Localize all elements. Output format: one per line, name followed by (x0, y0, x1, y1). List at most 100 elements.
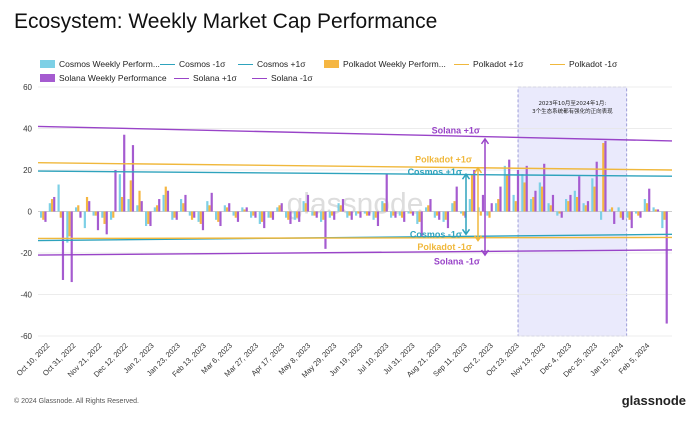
bar-solana-weekly-performance (245, 207, 248, 212)
bar-polkadot-weekly-performance (435, 211, 439, 216)
y-tick-label: -60 (20, 332, 32, 341)
bar-polkadot-weekly-performance (260, 211, 264, 222)
arrow-head-down (473, 235, 483, 242)
bar-polkadot-weekly-performance (444, 211, 447, 220)
bar-cosmos-weekly-performance (538, 182, 541, 212)
bar-polkadot-weekly-performance (322, 211, 325, 220)
legend-item-cosmos-minus[interactable]: Cosmos -1σ (160, 59, 238, 69)
bar-cosmos-weekly-performance (635, 211, 638, 214)
legend-item-cosmos-plus[interactable]: Cosmos +1σ (238, 59, 324, 69)
bar-cosmos-weekly-performance (250, 211, 253, 218)
bar-solana-weekly-performance (621, 211, 625, 220)
bar-solana-weekly-performance (473, 170, 476, 212)
bar-cosmos-weekly-performance (206, 201, 209, 212)
bar-polkadot-weekly-performance (269, 211, 272, 218)
bar-cosmos-weekly-performance (652, 207, 655, 212)
bar-cosmos-weekly-performance (556, 211, 559, 216)
bar-polkadot-weekly-performance (409, 211, 412, 214)
bar-polkadot-weekly-performance (304, 203, 307, 212)
bar-cosmos-weekly-performance (355, 211, 358, 216)
legend-item-cosmos-weekly[interactable]: Cosmos Weekly Perform... (40, 59, 160, 69)
brand-logo: glassnode (621, 393, 686, 408)
bar-solana-weekly-performance (70, 211, 73, 283)
bar-polkadot-weekly-performance (234, 211, 237, 218)
line-cosmos-1- (37, 170, 673, 177)
bar-polkadot-weekly-performance (549, 205, 552, 212)
arrow-head-down (461, 228, 471, 236)
bar-polkadot-weekly-performance (392, 211, 395, 216)
bar-cosmos-weekly-performance (372, 211, 375, 220)
bar-polkadot-weekly-performance (252, 211, 255, 216)
bar-cosmos-weekly-performance (258, 211, 261, 224)
legend-swatch (550, 63, 565, 65)
legend-swatch (160, 63, 175, 65)
legend-swatch (252, 77, 267, 79)
bar-solana-weekly-performance (131, 145, 135, 212)
bar-solana-weekly-performance (525, 165, 528, 212)
bar-solana-weekly-performance (429, 199, 432, 212)
bar-polkadot-weekly-performance (470, 174, 474, 212)
bar-solana-weekly-performance (315, 211, 318, 218)
bar-cosmos-weekly-performance (661, 211, 664, 229)
bar-polkadot-weekly-performance (155, 205, 159, 212)
bar-cosmos-weekly-performance (582, 203, 585, 212)
bar-polkadot-weekly-performance (453, 201, 456, 212)
bar-cosmos-weekly-performance (75, 207, 78, 212)
bar-polkadot-weekly-performance (584, 205, 587, 212)
bar-polkadot-weekly-performance (348, 211, 351, 216)
bar-solana-weekly-performance (236, 211, 240, 222)
line-solana-1- (37, 125, 673, 142)
legend-item-solana-weekly[interactable]: Solana Weekly Performance (40, 73, 174, 83)
bar-cosmos-weekly-performance (512, 194, 515, 212)
bar-polkadot-weekly-performance (497, 199, 500, 212)
bar-solana-weekly-performance (385, 174, 388, 212)
bar-solana-weekly-performance (481, 194, 485, 212)
bar-polkadot-weekly-performance (287, 211, 290, 220)
bar-polkadot-weekly-performance (488, 211, 491, 218)
bar-cosmos-weekly-performance (643, 199, 646, 212)
bar-cosmos-weekly-performance (600, 211, 603, 220)
y-tick-label: 40 (23, 125, 32, 134)
bar-solana-weekly-performance (280, 203, 283, 212)
bar-solana-weekly-performance (228, 203, 231, 212)
y-tick-label: 20 (23, 166, 32, 175)
bar-solana-weekly-performance (403, 211, 406, 222)
bar-cosmos-weekly-performance (311, 211, 314, 216)
line-polkadot-1- (37, 236, 673, 240)
arrow-head-up (473, 166, 483, 174)
arrow-head-up (461, 172, 471, 180)
bar-cosmos-weekly-performance (180, 199, 183, 212)
bar-solana-weekly-performance (193, 211, 196, 218)
bar-cosmos-weekly-performance (460, 211, 463, 214)
bar-polkadot-weekly-performance (120, 196, 124, 212)
bar-solana-weekly-performance (656, 209, 660, 212)
bar-polkadot-weekly-performance (479, 211, 482, 216)
bar-solana-weekly-performance (613, 211, 616, 224)
bar-polkadot-weekly-performance (365, 211, 369, 216)
bar-solana-weekly-performance (158, 199, 161, 212)
bar-polkadot-weekly-performance (199, 211, 202, 224)
legend-item-polkadot-plus[interactable]: Polkadot +1σ (454, 59, 550, 69)
bar-polkadot-weekly-performance (217, 211, 220, 222)
bar-solana-weekly-performance (175, 211, 178, 220)
legend-item-solana-minus[interactable]: Solana -1σ (252, 73, 338, 83)
bar-solana-weekly-performance (350, 211, 353, 220)
bar-solana-weekly-performance (61, 211, 65, 280)
legend-item-solana-plus[interactable]: Solana +1σ (174, 73, 252, 83)
bar-solana-weekly-performance (123, 134, 126, 212)
bar-solana-weekly-performance (79, 211, 82, 218)
legend-label: Cosmos -1σ (179, 59, 226, 69)
arrow-head-up (480, 137, 490, 145)
copyright-footer: © 2024 Glassnode. All Rights Reserved. (14, 398, 140, 405)
bar-cosmos-weekly-performance (171, 211, 174, 220)
legend-label: Solana +1σ (193, 73, 237, 83)
bar-cosmos-weekly-performance (390, 211, 393, 218)
legend-label: Cosmos Weekly Perform... (59, 59, 160, 69)
legend-item-polkadot-minus[interactable]: Polkadot -1σ (550, 59, 646, 69)
bar-solana-weekly-performance (586, 201, 590, 212)
bar-solana-weekly-performance (184, 194, 187, 212)
bar-polkadot-weekly-performance (164, 186, 167, 212)
legend-item-polkadot-weekly[interactable]: Polkadot Weekly Perform... (324, 59, 454, 69)
legend-swatch (454, 63, 469, 65)
bar-cosmos-weekly-performance (197, 211, 200, 222)
